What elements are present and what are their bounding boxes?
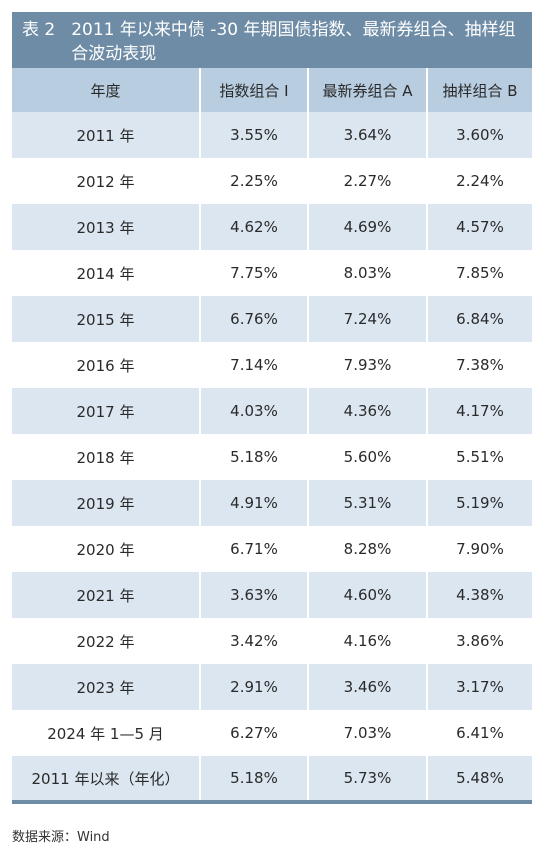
cell-year: 2011 年 — [12, 112, 201, 158]
cell-latest-bond-portfolio: 5.73% — [308, 756, 428, 804]
cell-sample-portfolio: 4.38% — [427, 572, 532, 618]
volatility-table: 年度 指数组合 I 最新券组合 A 抽样组合 B 2011 年 3.55% 3.… — [12, 68, 532, 804]
cell-sample-portfolio: 5.51% — [427, 434, 532, 480]
cell-sample-portfolio: 3.86% — [427, 618, 532, 664]
cell-latest-bond-portfolio: 5.60% — [308, 434, 428, 480]
cell-index-portfolio: 6.71% — [200, 526, 309, 572]
table-row: 2020 年 6.71% 8.28% 7.90% — [12, 526, 532, 572]
header-latest-bond-portfolio: 最新券组合 A — [308, 68, 428, 112]
cell-latest-bond-portfolio: 4.69% — [308, 204, 428, 250]
cell-year: 2012 年 — [12, 158, 201, 204]
cell-sample-portfolio: 2.24% — [427, 158, 532, 204]
cell-index-portfolio: 3.63% — [200, 572, 309, 618]
cell-year: 2019 年 — [12, 480, 201, 526]
cell-year: 2014 年 — [12, 250, 201, 296]
cell-index-portfolio: 6.76% — [200, 296, 309, 342]
cell-index-portfolio: 2.25% — [200, 158, 309, 204]
table-row: 2015 年 6.76% 7.24% 6.84% — [12, 296, 532, 342]
cell-year: 2024 年 1—5 月 — [12, 710, 201, 756]
table-row: 2022 年 3.42% 4.16% 3.86% — [12, 618, 532, 664]
table-title-text: 2011 年以来中债 -30 年期国债指数、最新券组合、抽样组合波动表现 — [71, 20, 516, 64]
cell-sample-portfolio: 6.84% — [427, 296, 532, 342]
cell-sample-portfolio: 4.17% — [427, 388, 532, 434]
cell-year: 2016 年 — [12, 342, 201, 388]
cell-index-portfolio: 4.03% — [200, 388, 309, 434]
cell-latest-bond-portfolio: 8.03% — [308, 250, 428, 296]
cell-latest-bond-portfolio: 4.36% — [308, 388, 428, 434]
cell-index-portfolio: 6.27% — [200, 710, 309, 756]
cell-latest-bond-portfolio: 2.27% — [308, 158, 428, 204]
table-row: 2013 年 4.62% 4.69% 4.57% — [12, 204, 532, 250]
cell-sample-portfolio: 7.90% — [427, 526, 532, 572]
cell-sample-portfolio: 3.17% — [427, 664, 532, 710]
cell-year: 2013 年 — [12, 204, 201, 250]
cell-latest-bond-portfolio: 3.64% — [308, 112, 428, 158]
cell-year: 2023 年 — [12, 664, 201, 710]
header-year: 年度 — [12, 68, 201, 112]
cell-latest-bond-portfolio: 7.24% — [308, 296, 428, 342]
cell-index-portfolio: 2.91% — [200, 664, 309, 710]
cell-latest-bond-portfolio: 3.46% — [308, 664, 428, 710]
table-row: 2018 年 5.18% 5.60% 5.51% — [12, 434, 532, 480]
cell-sample-portfolio: 5.48% — [427, 756, 532, 804]
cell-latest-bond-portfolio: 4.16% — [308, 618, 428, 664]
cell-latest-bond-portfolio: 8.28% — [308, 526, 428, 572]
cell-sample-portfolio: 4.57% — [427, 204, 532, 250]
cell-latest-bond-portfolio: 7.93% — [308, 342, 428, 388]
cell-year: 2015 年 — [12, 296, 201, 342]
cell-index-portfolio: 3.42% — [200, 618, 309, 664]
cell-latest-bond-portfolio: 7.03% — [308, 710, 428, 756]
table-row: 2021 年 3.63% 4.60% 4.38% — [12, 572, 532, 618]
cell-index-portfolio: 3.55% — [200, 112, 309, 158]
table-number: 表 2 — [22, 20, 56, 40]
cell-year: 2020 年 — [12, 526, 201, 572]
cell-year: 2017 年 — [12, 388, 201, 434]
table-row: 2017 年 4.03% 4.36% 4.17% — [12, 388, 532, 434]
cell-index-portfolio: 4.62% — [200, 204, 309, 250]
table-header-row: 年度 指数组合 I 最新券组合 A 抽样组合 B — [12, 68, 532, 112]
header-sample-portfolio: 抽样组合 B — [427, 68, 532, 112]
cell-index-portfolio: 5.18% — [200, 434, 309, 480]
table-row: 2011 年 3.55% 3.64% 3.60% — [12, 112, 532, 158]
cell-index-portfolio: 5.18% — [200, 756, 309, 804]
table-row: 2014 年 7.75% 8.03% 7.85% — [12, 250, 532, 296]
cell-latest-bond-portfolio: 5.31% — [308, 480, 428, 526]
cell-latest-bond-portfolio: 4.60% — [308, 572, 428, 618]
table-row-summary: 2011 年以来（年化） 5.18% 5.73% 5.48% — [12, 756, 532, 804]
table-row: 2016 年 7.14% 7.93% 7.38% — [12, 342, 532, 388]
cell-index-portfolio: 4.91% — [200, 480, 309, 526]
header-index-portfolio: 指数组合 I — [200, 68, 309, 112]
table-title: 表 2 2011 年以来中债 -30 年期国债指数、最新券组合、抽样组合波动表现 — [12, 12, 532, 68]
table-row: 2012 年 2.25% 2.27% 2.24% — [12, 158, 532, 204]
cell-year: 2018 年 — [12, 434, 201, 480]
cell-sample-portfolio: 6.41% — [427, 710, 532, 756]
cell-year: 2022 年 — [12, 618, 201, 664]
cell-sample-portfolio: 7.38% — [427, 342, 532, 388]
cell-index-portfolio: 7.75% — [200, 250, 309, 296]
cell-year: 2011 年以来（年化） — [12, 756, 201, 804]
cell-index-portfolio: 7.14% — [200, 342, 309, 388]
table-row: 2019 年 4.91% 5.31% 5.19% — [12, 480, 532, 526]
data-source-note: 数据来源：Wind — [12, 830, 110, 845]
cell-sample-portfolio: 5.19% — [427, 480, 532, 526]
table-row: 2024 年 1—5 月 6.27% 7.03% 6.41% — [12, 710, 532, 756]
cell-sample-portfolio: 3.60% — [427, 112, 532, 158]
cell-year: 2021 年 — [12, 572, 201, 618]
table-row: 2023 年 2.91% 3.46% 3.17% — [12, 664, 532, 710]
cell-sample-portfolio: 7.85% — [427, 250, 532, 296]
